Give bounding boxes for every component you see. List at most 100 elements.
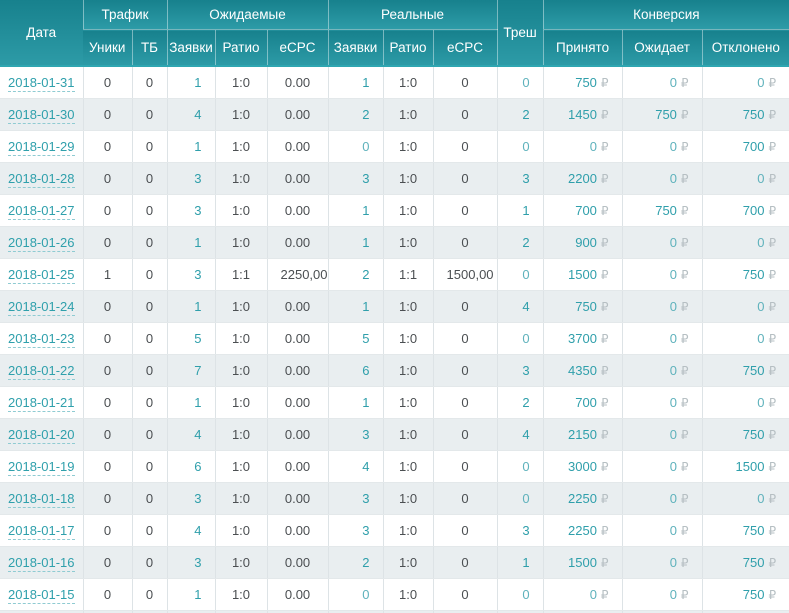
cell-accepted: 900 ₽ — [542, 226, 623, 259]
ruble-currency-symbol: ₽ — [768, 236, 777, 250]
amount-value: 0 — [669, 363, 677, 378]
date-link[interactable]: 2018-01-23 — [8, 331, 75, 348]
ruble-currency-symbol: ₽ — [680, 588, 689, 602]
table-row: 2018-01-20 0 0 4 1:0 0.00 3 1:0 0 4 2150 ₽0 ₽750 ₽ — [0, 418, 789, 451]
date-link[interactable]: 2018-01-20 — [8, 427, 75, 444]
table-header: Дата Трафик Ожидаемые Реальные Треш Конв… — [0, 0, 789, 67]
date-link[interactable]: 2018-01-30 — [8, 107, 75, 124]
cell-trash: 4 — [496, 290, 544, 323]
cell-expected-ratio: 1:0 — [214, 546, 267, 579]
date-link[interactable]: 2018-01-21 — [8, 395, 75, 412]
ruble-currency-symbol: ₽ — [768, 300, 777, 314]
ruble-currency-symbol: ₽ — [768, 460, 777, 474]
amount-value: 900 — [575, 235, 597, 250]
ruble-currency-symbol: ₽ — [600, 588, 609, 602]
date-link[interactable]: 2018-01-19 — [8, 459, 75, 476]
amount-value: 750 — [742, 267, 765, 282]
cell-real-ratio: 1:0 — [382, 386, 434, 419]
date-cell: 2018-01-20 — [0, 418, 83, 451]
cell-real-leads: 3 — [327, 514, 384, 547]
date-cell: 2018-01-22 — [0, 354, 83, 387]
cell-expected-leads: 4 — [166, 514, 215, 547]
ruble-currency-symbol: ₽ — [680, 396, 689, 410]
date-link[interactable]: 2018-01-28 — [8, 171, 75, 188]
cell-pending: 0 ₽ — [621, 546, 703, 579]
cell-declined: 750 ₽ — [701, 258, 789, 291]
cell-expected-ratio: 1:0 — [214, 450, 267, 483]
cell-expected-ecpc: 0.00 — [266, 194, 329, 227]
amount-value: 750 — [742, 523, 765, 538]
date-link[interactable]: 2018-01-31 — [8, 75, 75, 92]
date-link[interactable]: 2018-01-29 — [8, 139, 75, 156]
cell-pending: 0 ₽ — [621, 386, 703, 419]
date-link[interactable]: 2018-01-27 — [8, 203, 75, 220]
cell-tb: 0 — [131, 162, 167, 195]
table-row: 2018-01-15 0 0 1 1:0 0.00 0 1:0 0 0 0 ₽0 ₽750 ₽ — [0, 578, 789, 611]
cell-real-ratio: 1:0 — [382, 66, 434, 99]
cell-real-ecpc: 0 — [432, 482, 498, 515]
amount-value: 0 — [669, 235, 677, 250]
cell-real-ratio: 1:0 — [382, 450, 434, 483]
cell-uniques: 0 — [82, 162, 132, 195]
cell-real-leads: 1 — [327, 386, 384, 419]
cell-real-leads: 4 — [327, 450, 384, 483]
amount-value: 2150 — [568, 427, 597, 442]
cell-expected-ratio: 1:1 — [214, 258, 267, 291]
cell-accepted: 1450 ₽ — [542, 98, 623, 131]
cell-tb: 0 — [131, 482, 167, 515]
date-link[interactable]: 2018-01-24 — [8, 299, 75, 316]
date-link[interactable]: 2018-01-15 — [8, 587, 75, 604]
cell-pending: 0 ₽ — [621, 226, 703, 259]
ruble-currency-symbol: ₽ — [768, 428, 777, 442]
ruble-currency-symbol: ₽ — [680, 524, 689, 538]
cell-real-ratio: 1:0 — [382, 546, 434, 579]
header-expected-ratio: Ратио — [214, 29, 267, 67]
cell-expected-ecpc: 2250,00 — [266, 258, 329, 291]
date-link[interactable]: 2018-01-17 — [8, 523, 75, 540]
cell-expected-leads: 1 — [166, 290, 215, 323]
cell-expected-leads: 7 — [166, 354, 215, 387]
date-link[interactable]: 2018-01-18 — [8, 491, 75, 508]
cell-accepted: 700 ₽ — [542, 386, 623, 419]
cell-real-ratio: 1:0 — [382, 322, 434, 355]
cell-pending: 0 ₽ — [621, 450, 703, 483]
amount-value: 0 — [757, 299, 765, 314]
cell-expected-ecpc: 0.00 — [266, 546, 329, 579]
amount-value: 0 — [757, 235, 765, 250]
empty-cell — [214, 610, 267, 613]
cell-declined: 750 ₽ — [701, 578, 789, 611]
amount-value: 0 — [669, 299, 677, 314]
header-tb: ТБ — [131, 29, 167, 67]
cell-real-ecpc: 0 — [432, 194, 498, 227]
cell-uniques: 0 — [82, 130, 132, 163]
cell-trash: 2 — [496, 386, 544, 419]
date-link[interactable]: 2018-01-16 — [8, 555, 75, 572]
header-real-ratio: Ратио — [382, 29, 434, 67]
cell-accepted: 2250 ₽ — [542, 482, 623, 515]
amount-value: 3700 — [568, 331, 597, 346]
cell-real-leads: 3 — [327, 162, 384, 195]
date-link[interactable]: 2018-01-25 — [8, 267, 75, 284]
cell-expected-ecpc: 0.00 — [266, 130, 329, 163]
amount-value: 0 — [669, 459, 677, 474]
ruble-currency-symbol: ₽ — [600, 396, 609, 410]
ruble-currency-symbol: ₽ — [768, 204, 777, 218]
cell-tb: 0 — [131, 290, 167, 323]
date-cell: 2018-01-29 — [0, 130, 83, 163]
ruble-currency-symbol: ₽ — [680, 172, 689, 186]
cell-trash: 0 — [496, 578, 544, 611]
amount-value: 0 — [669, 555, 677, 570]
date-link[interactable]: 2018-01-22 — [8, 363, 75, 380]
cell-expected-ratio: 1:0 — [214, 482, 267, 515]
cell-uniques: 0 — [82, 226, 132, 259]
cell-real-ecpc: 0 — [432, 354, 498, 387]
cell-uniques: 1 — [82, 258, 132, 291]
ruble-currency-symbol: ₽ — [600, 492, 609, 506]
cell-expected-ecpc: 0.00 — [266, 418, 329, 451]
date-cell: 2018-01-16 — [0, 546, 83, 579]
cell-trash: 3 — [496, 162, 544, 195]
table-row: 2018-01-31 0 0 1 1:0 0.00 1 1:0 0 0 750 ₽0 ₽0 ₽ — [0, 66, 789, 99]
amount-value: 4350 — [568, 363, 597, 378]
date-link[interactable]: 2018-01-26 — [8, 235, 75, 252]
